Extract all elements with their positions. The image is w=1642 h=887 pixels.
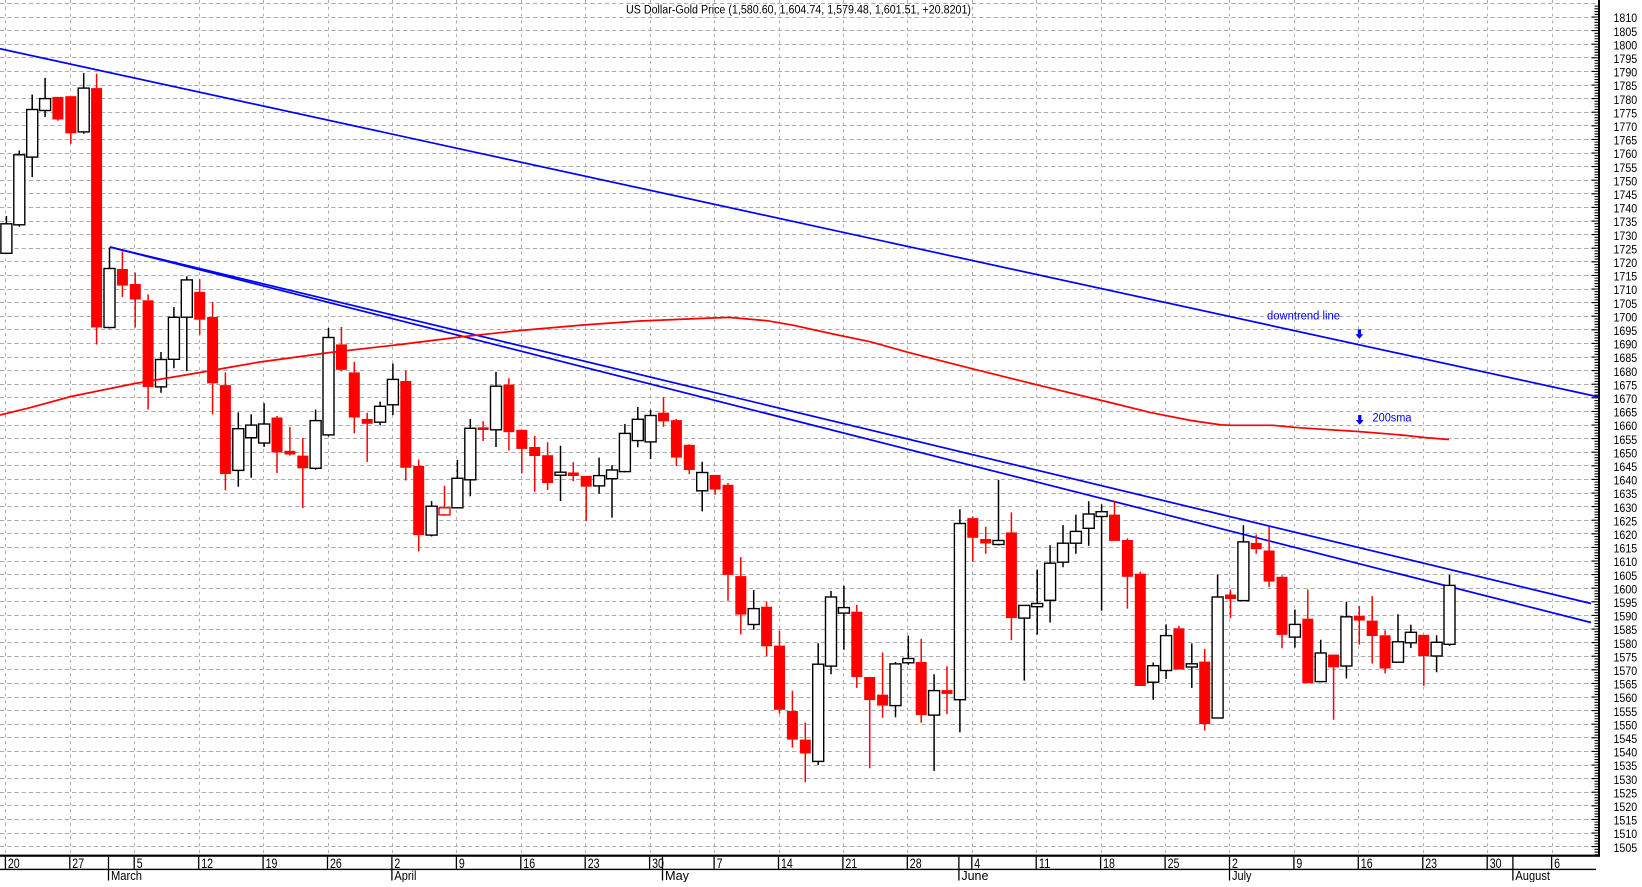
svg-text:1620: 1620 [1614, 528, 1638, 542]
svg-text:1765: 1765 [1614, 134, 1638, 148]
svg-text:1520: 1520 [1614, 800, 1638, 814]
svg-text:1750: 1750 [1614, 174, 1638, 188]
svg-text:27: 27 [72, 855, 84, 871]
svg-text:1740: 1740 [1614, 202, 1638, 216]
svg-text:1605: 1605 [1614, 569, 1638, 583]
svg-text:1515: 1515 [1614, 814, 1638, 828]
svg-text:1725: 1725 [1614, 242, 1638, 256]
svg-text:1685: 1685 [1614, 351, 1638, 365]
svg-text:1810: 1810 [1614, 11, 1638, 25]
svg-text:1800: 1800 [1614, 38, 1638, 52]
svg-text:1625: 1625 [1614, 514, 1638, 528]
svg-text:19: 19 [266, 855, 278, 871]
svg-text:23: 23 [1425, 855, 1437, 871]
svg-text:1720: 1720 [1614, 256, 1638, 270]
svg-text:1675: 1675 [1614, 378, 1638, 392]
svg-text:1530: 1530 [1614, 773, 1638, 787]
svg-text:1570: 1570 [1614, 664, 1638, 678]
svg-text:200sma: 200sma [1373, 412, 1413, 424]
svg-text:1555: 1555 [1614, 705, 1638, 719]
svg-text:16: 16 [523, 855, 535, 871]
svg-text:5: 5 [137, 855, 143, 871]
svg-text:1655: 1655 [1614, 433, 1638, 447]
svg-text:1610: 1610 [1614, 555, 1638, 569]
svg-text:1615: 1615 [1614, 542, 1638, 556]
svg-text:1790: 1790 [1614, 66, 1638, 80]
svg-text:March: March [111, 868, 142, 882]
svg-text:12: 12 [201, 855, 213, 871]
svg-text:1560: 1560 [1614, 691, 1638, 705]
svg-text:May: May [665, 868, 689, 882]
svg-text:21: 21 [845, 855, 857, 871]
svg-text:1700: 1700 [1614, 310, 1638, 324]
svg-text:June: June [961, 868, 988, 882]
svg-text:1585: 1585 [1614, 623, 1638, 637]
svg-text:26: 26 [330, 855, 342, 871]
svg-text:25: 25 [1168, 855, 1180, 871]
svg-text:20: 20 [8, 855, 20, 871]
svg-text:1660: 1660 [1614, 419, 1638, 433]
svg-text:1565: 1565 [1614, 678, 1638, 692]
svg-text:1780: 1780 [1614, 93, 1638, 107]
svg-text:4: 4 [974, 855, 980, 871]
svg-text:2: 2 [1232, 855, 1238, 871]
svg-text:1710: 1710 [1614, 283, 1638, 297]
svg-text:23: 23 [588, 855, 600, 871]
svg-text:1630: 1630 [1614, 501, 1638, 515]
svg-text:1580: 1580 [1614, 637, 1638, 651]
svg-text:1680: 1680 [1614, 365, 1638, 379]
svg-text:1505: 1505 [1614, 841, 1638, 855]
svg-text:1785: 1785 [1614, 79, 1638, 93]
svg-text:downtrend line: downtrend line [1267, 310, 1340, 322]
svg-text:April: April [394, 868, 416, 882]
svg-text:16: 16 [1361, 855, 1373, 871]
svg-text:1735: 1735 [1614, 215, 1638, 229]
svg-text:1690: 1690 [1614, 338, 1638, 352]
svg-text:1590: 1590 [1614, 610, 1638, 624]
svg-text:1635: 1635 [1614, 487, 1638, 501]
svg-text:1510: 1510 [1614, 827, 1638, 841]
svg-text:1775: 1775 [1614, 106, 1638, 120]
svg-text:1550: 1550 [1614, 718, 1638, 732]
svg-text:1575: 1575 [1614, 650, 1638, 664]
svg-text:1595: 1595 [1614, 596, 1638, 610]
svg-text:1670: 1670 [1614, 392, 1638, 406]
svg-text:14: 14 [781, 855, 793, 871]
svg-text:1535: 1535 [1614, 759, 1638, 773]
svg-text:1745: 1745 [1614, 188, 1638, 202]
svg-text:1600: 1600 [1614, 582, 1638, 596]
svg-text:1540: 1540 [1614, 746, 1638, 760]
svg-text:11: 11 [1039, 855, 1051, 871]
svg-text:July: July [1232, 868, 1252, 882]
svg-text:1705: 1705 [1614, 297, 1638, 311]
svg-text:28: 28 [910, 855, 922, 871]
svg-text:1650: 1650 [1614, 446, 1638, 460]
svg-text:9: 9 [1296, 855, 1302, 871]
svg-text:1755: 1755 [1614, 161, 1638, 175]
svg-text:7: 7 [717, 855, 723, 871]
svg-text:30: 30 [652, 855, 664, 871]
svg-text:August: August [1515, 868, 1550, 882]
svg-text:1805: 1805 [1614, 25, 1638, 39]
svg-text:18: 18 [1103, 855, 1115, 871]
svg-text:1715: 1715 [1614, 270, 1638, 284]
svg-text:9: 9 [459, 855, 465, 871]
svg-text:1760: 1760 [1614, 147, 1638, 161]
svg-text:6: 6 [1554, 855, 1560, 871]
svg-text:US Dollar-Gold Price (1,580.60: US Dollar-Gold Price (1,580.60, 1,604.74… [626, 5, 971, 17]
svg-text:1770: 1770 [1614, 120, 1638, 134]
svg-text:1730: 1730 [1614, 229, 1638, 243]
svg-text:1695: 1695 [1614, 324, 1638, 338]
svg-text:1665: 1665 [1614, 406, 1638, 420]
svg-text:1795: 1795 [1614, 52, 1638, 66]
svg-text:1640: 1640 [1614, 474, 1638, 488]
svg-text:2: 2 [394, 855, 400, 871]
svg-text:1645: 1645 [1614, 460, 1638, 474]
svg-text:30: 30 [1490, 855, 1502, 871]
svg-text:1525: 1525 [1614, 786, 1638, 800]
svg-text:1545: 1545 [1614, 732, 1638, 746]
